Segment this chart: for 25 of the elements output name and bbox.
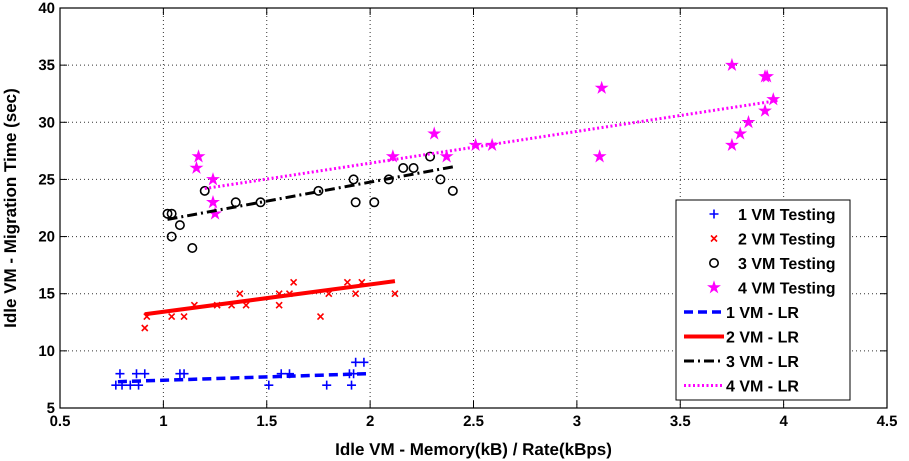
y-axis-title: Idle VM - Migration Time (sec) [1, 88, 20, 328]
legend-label: 1 VM - LR [726, 305, 800, 322]
x-tick-label: 2.5 [463, 413, 484, 430]
y-tick-label: 15 [38, 286, 55, 303]
legend-label: 4 VM - LR [726, 378, 800, 396]
legend-label: 3 VM Testing [738, 256, 836, 273]
y-tick-label: 20 [38, 228, 55, 246]
x-tick-label: 4 [779, 413, 788, 430]
legend-label: 2 VM - LR [726, 330, 800, 346]
y-tick-label: 25 [38, 171, 55, 188]
x-axis-title: Idle VM - Memory(kB) / Rate(kBps) [335, 440, 612, 459]
legend-label: 2 VM Testing [738, 232, 836, 248]
legend-label: 4 VM Testing [738, 280, 836, 298]
x-tick-label: 4.5 [876, 413, 898, 430]
x-tick-label: 3 [572, 413, 582, 430]
y-tick-label: 40 [38, 0, 55, 17]
x-tick-label: 1.5 [256, 413, 278, 430]
y-tick-label: 30 [38, 114, 55, 132]
x-tick-label: 3.5 [670, 413, 691, 430]
y-tick-label: 10 [38, 342, 55, 360]
x-tick-label: 2 [366, 413, 374, 430]
x-tick-label: 1 [159, 413, 168, 430]
legend-label: 1 VM Testing [738, 207, 836, 224]
y-tick-label: 35 [38, 57, 55, 74]
legend-label: 3 VM - LR [726, 354, 800, 371]
